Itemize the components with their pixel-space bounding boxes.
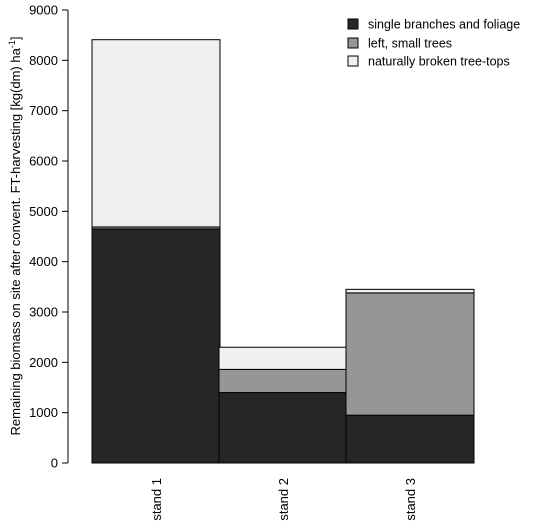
y-axis-title-suffix: ] (8, 37, 23, 41)
y-tick-label: 9000 (29, 3, 58, 18)
bar-segment-stand-2-series-2 (218, 368, 348, 394)
y-tick-label: 8000 (29, 53, 58, 68)
y-tick-label: 5000 (29, 204, 58, 219)
bar-segment-stand-1-series-1 (91, 228, 221, 464)
legend-label: single branches and foliage (368, 18, 520, 32)
bar-segment-stand-1-series-3 (91, 39, 221, 228)
y-tick-label: 3000 (29, 305, 58, 320)
y-tick-label: 4000 (29, 254, 58, 269)
y-axis-label: Remaining biomass on site after convent.… (7, 37, 23, 436)
category-label: stand 1 (149, 478, 164, 521)
y-axis-title: Remaining biomass on site after convent.… (7, 37, 23, 436)
legend: single branches and foliage left, small t… (347, 18, 520, 69)
legend-label: left, small trees (368, 37, 452, 51)
legend-swatch (347, 55, 359, 67)
y-tick-label: 6000 (29, 154, 58, 169)
legend-swatch (347, 18, 359, 30)
y-tick-label: 1000 (29, 405, 58, 420)
category-labels: stand 1 stand 2 stand 3 (149, 478, 418, 521)
y-axis-title-superscript: -1 (7, 40, 17, 48)
bar-segment-stand-3-series-1 (345, 414, 475, 464)
y-axis-title-main: Remaining biomass on site after convent.… (8, 47, 23, 435)
bar-segment-stand-3-series-3 (345, 288, 475, 294)
bars (91, 39, 475, 464)
bar-segment-stand-2-series-1 (218, 392, 348, 464)
legend-swatch (347, 37, 359, 49)
category-label: stand 3 (403, 478, 418, 521)
y-axis: 0 1000 2000 3000 4000 5000 6000 7000 8000 9000 (29, 3, 69, 471)
bar-segment-stand-3-series-2 (345, 292, 475, 416)
category-label: stand 2 (276, 478, 291, 521)
bar-segment-stand-2-series-3 (218, 346, 348, 370)
legend-label: naturally broken tree-tops (368, 55, 510, 69)
y-tick-label: 7000 (29, 103, 58, 118)
y-tick-label: 2000 (29, 355, 58, 370)
y-tick-label: 0 (51, 456, 58, 471)
